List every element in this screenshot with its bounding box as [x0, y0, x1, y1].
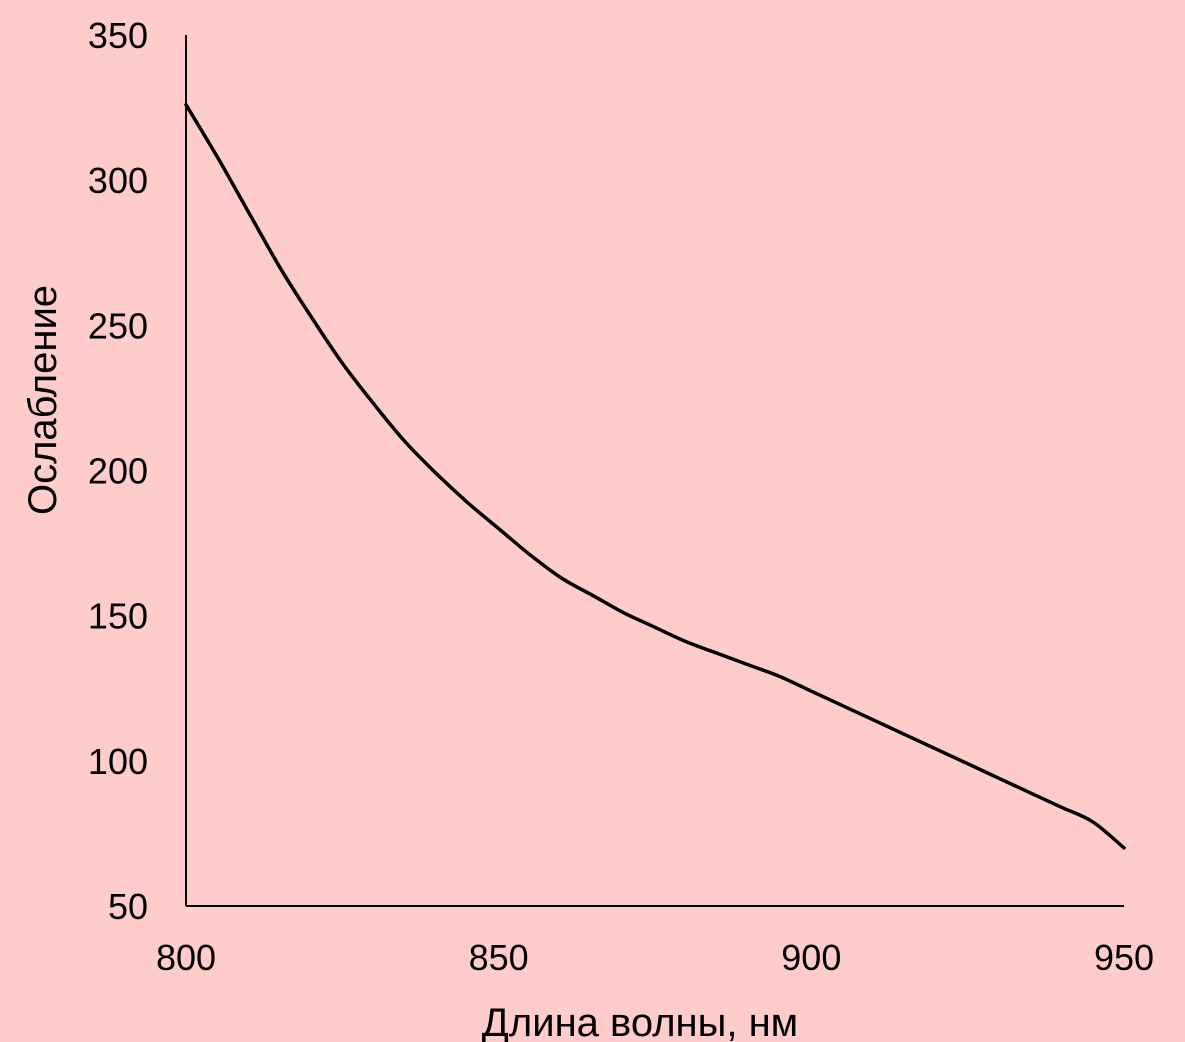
y-tick-labels: 50 100 150 200 250 300 350 [88, 15, 148, 927]
y-tick-label: 50 [108, 886, 148, 927]
x-tick-label: 900 [781, 937, 841, 978]
series-line [184, 102, 1126, 850]
y-tick-label: 100 [88, 741, 148, 782]
y-tick-label: 300 [88, 160, 148, 201]
x-tick-label: 950 [1094, 937, 1154, 978]
y-tick-label: 150 [88, 596, 148, 637]
y-tick-label: 350 [88, 15, 148, 56]
y-axis-title: Ослабление [21, 285, 65, 515]
y-tick-label: 200 [88, 451, 148, 492]
x-tick-label: 800 [156, 937, 216, 978]
x-axis-title: Длина волны, нм [482, 1001, 798, 1042]
x-tick-label: 850 [469, 937, 529, 978]
y-tick-label: 250 [88, 305, 148, 346]
x-tick-labels: 800 850 900 950 [156, 937, 1154, 978]
